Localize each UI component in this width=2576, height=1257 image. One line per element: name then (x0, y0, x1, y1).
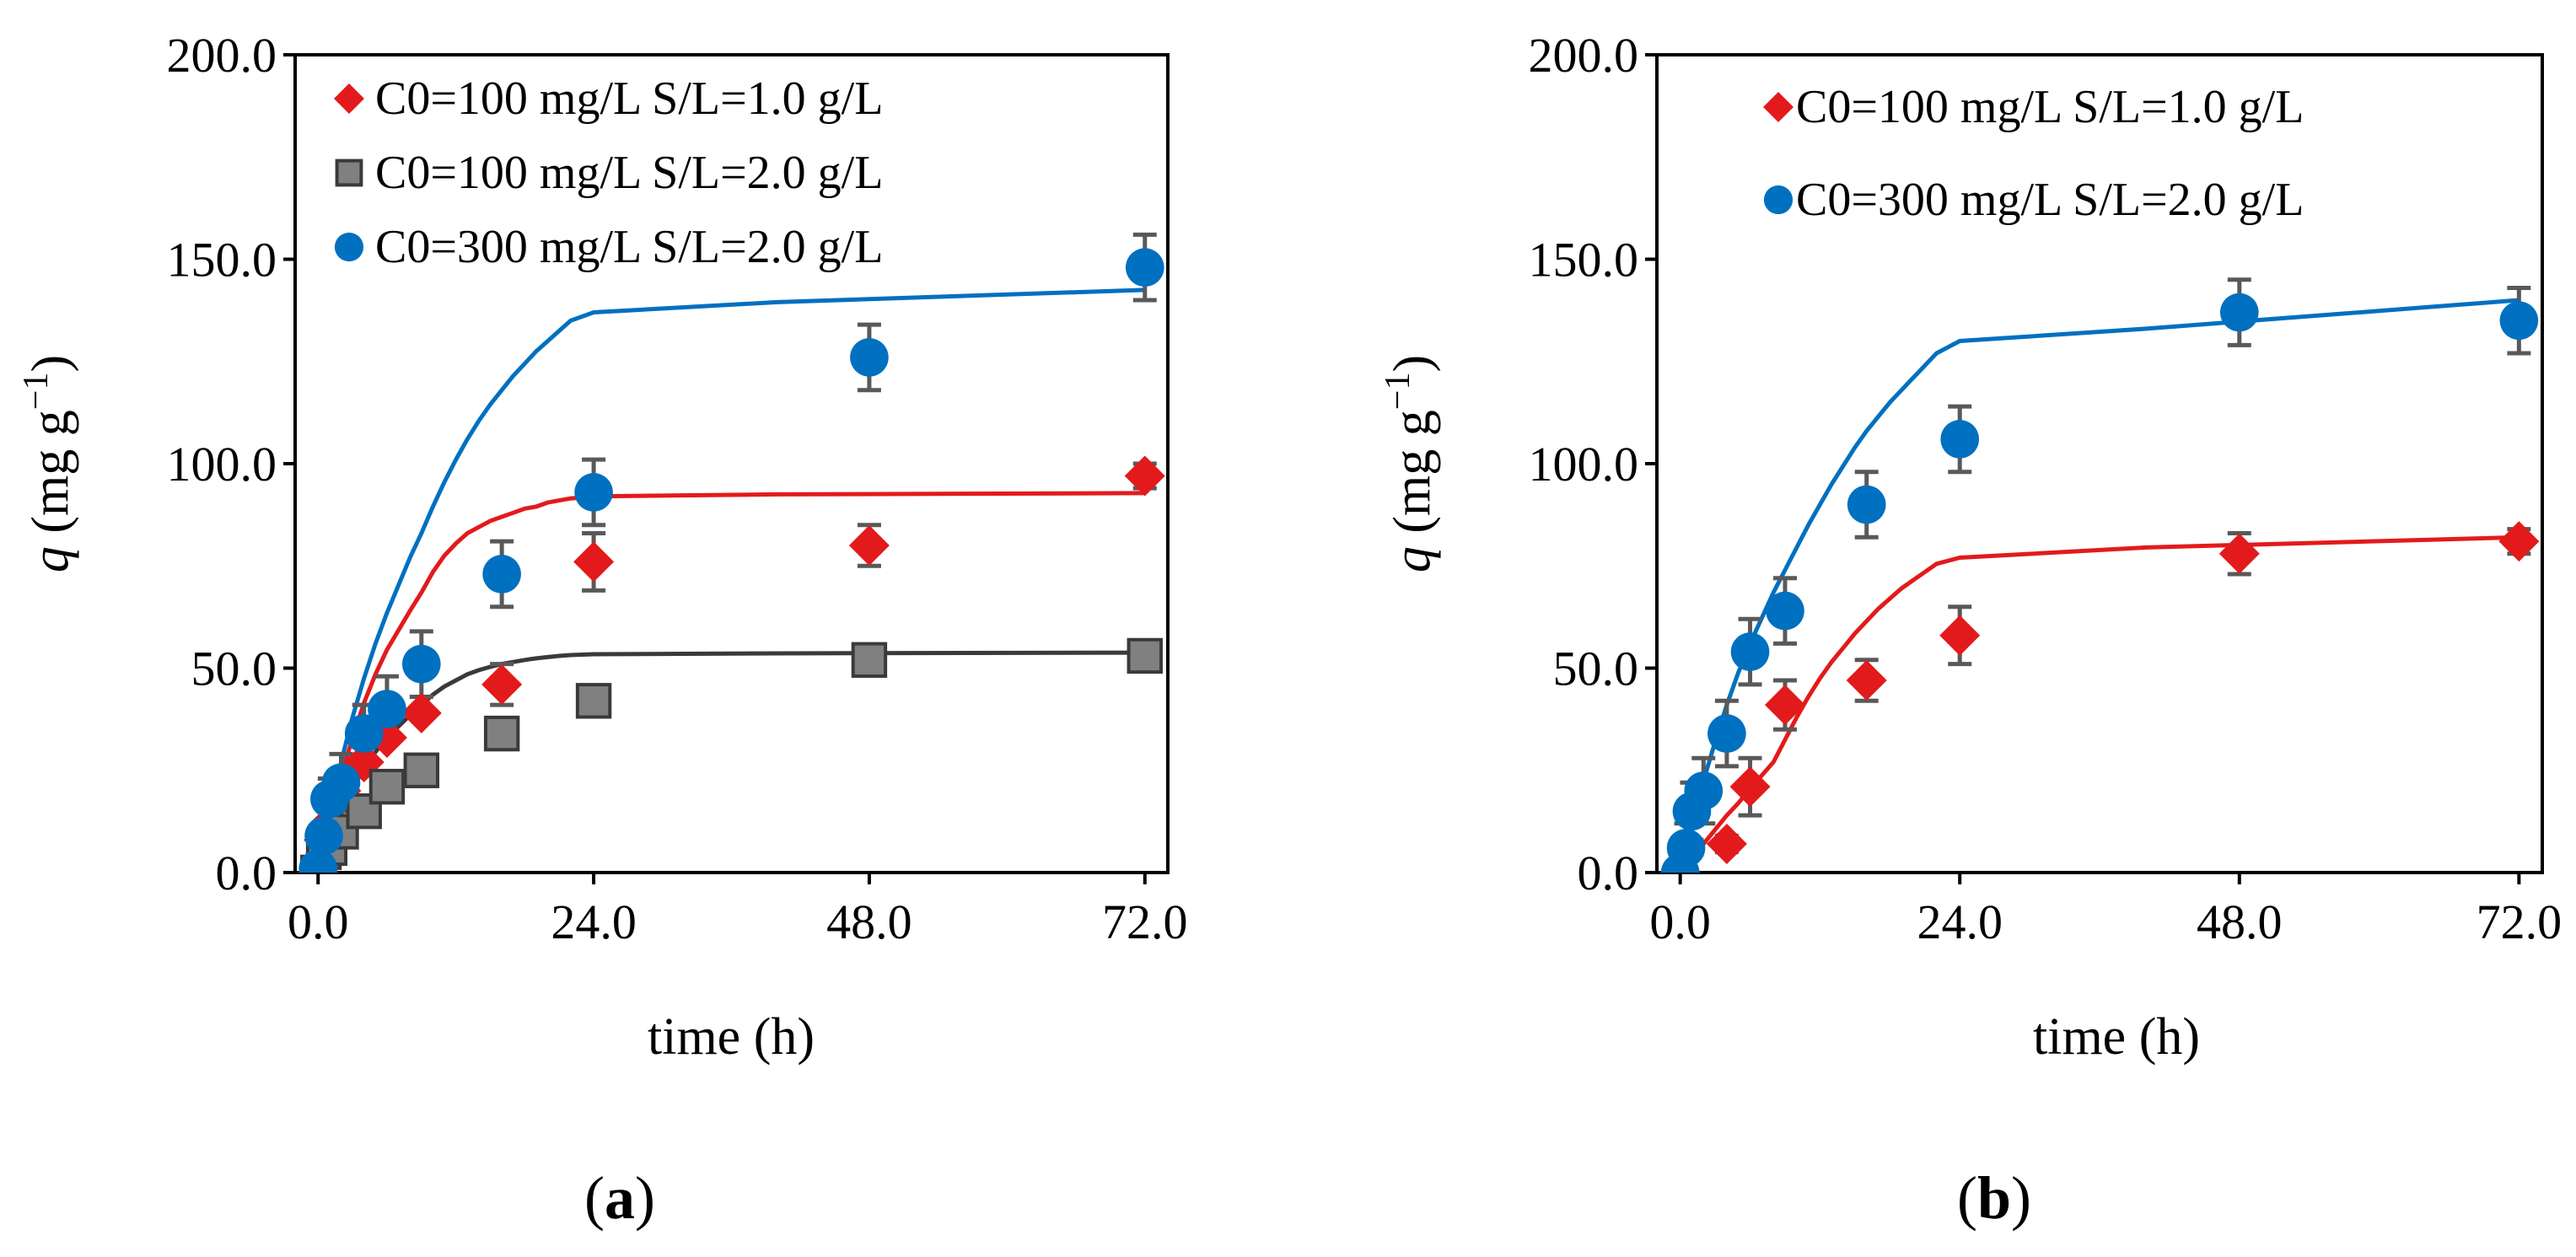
legend: C0=100 mg/L S/L=1.0 g/L C0=300 mg/L S/L=2… (1763, 81, 2304, 226)
data-point (2218, 533, 2260, 574)
panel-label-b: (b) (1957, 1164, 2031, 1232)
data-point (402, 644, 441, 684)
data-point (1729, 766, 1771, 808)
y-tick-label: 100.0 (1529, 437, 1639, 492)
data-point (1127, 637, 1163, 674)
y-tick-label: 50.0 (1553, 642, 1639, 696)
data-point (1706, 824, 1747, 865)
legend: C0=100 mg/L S/L=1.0 g/L C0=100 mg/L S/L=2… (334, 73, 883, 273)
y-tick-label: 200.0 (167, 28, 277, 83)
data-point (368, 768, 406, 805)
x-axis-label: time (h) (648, 1008, 815, 1066)
legend-label: C0=100 mg/L S/L=1.0 g/L (1796, 81, 2304, 133)
data-point (321, 763, 361, 803)
fit-curve (1678, 534, 2520, 873)
data-point (850, 338, 889, 377)
data-point (1766, 591, 1804, 631)
legend-marker (1763, 92, 1794, 122)
legend-marker (334, 232, 364, 262)
fit-curve (1678, 298, 2520, 873)
chart-panel-a: 0.0 50.0 100.0 150.0 200.0 0.0 24.0 48.0 72.0 t… (17, 28, 1188, 1232)
plot-marks (298, 232, 1165, 873)
x-tick-label: 72.0 (2477, 894, 2563, 949)
fit-curve (315, 491, 1145, 873)
data-point (1684, 771, 1724, 810)
chart-panel-b: 0.0 50.0 100.0 150.0 200.0 0.0 24.0 48.0 72.0 t… (1379, 28, 2562, 1232)
y-tick-label: 200.0 (1529, 28, 1639, 83)
data-point (481, 663, 523, 705)
data-point (1124, 455, 1165, 497)
y-tick-label: 0.0 (216, 846, 277, 900)
data-point (401, 692, 442, 733)
plot-marks (1659, 277, 2540, 873)
x-tick-label: 48.0 (2197, 894, 2283, 949)
y-axis-symbol: q (22, 546, 79, 572)
y-tick-label: 100.0 (167, 437, 277, 492)
x-tick-label: 24.0 (1917, 894, 2003, 949)
y-axis-label: q (mg g−1) (1379, 355, 1441, 572)
y-axis-exponent: −1 (17, 373, 56, 411)
data-point (573, 541, 615, 583)
data-point (1940, 420, 1980, 459)
data-point (575, 683, 612, 719)
legend-marker (334, 83, 364, 114)
data-point (2499, 301, 2539, 341)
y-tick-label: 150.0 (167, 233, 277, 287)
x-tick-label: 24.0 (551, 894, 637, 949)
data-point (482, 555, 521, 594)
legend-label: C0=100 mg/L S/L=2.0 g/L (375, 147, 883, 199)
data-point (344, 714, 384, 753)
x-tick-label: 48.0 (826, 894, 912, 949)
y-axis-exponent: −1 (1379, 373, 1417, 411)
fit-curve (315, 287, 1145, 873)
legend-label: C0=100 mg/L S/L=1.0 g/L (375, 73, 883, 125)
legend-label: C0=300 mg/L S/L=2.0 g/L (375, 221, 883, 273)
x-tick-label: 72.0 (1102, 894, 1188, 949)
data-point (2219, 293, 2259, 332)
y-tick-label: 150.0 (1529, 233, 1639, 287)
y-tick-label: 0.0 (1578, 846, 1639, 900)
data-point (1764, 685, 1805, 726)
x-tick-label: 0.0 (1649, 894, 1711, 949)
data-point (1939, 615, 1981, 656)
y-axis-ticks: 0.0 50.0 100.0 150.0 200.0 (167, 28, 295, 900)
data-point (1125, 248, 1164, 287)
x-axis-label: time (h) (2033, 1008, 2200, 1066)
y-axis-units: mg g (1384, 410, 1441, 516)
data-point (1847, 485, 1886, 524)
y-axis-units: mg g (22, 410, 79, 516)
data-point (304, 816, 343, 856)
data-point (851, 642, 888, 678)
panel-label-a: (a) (584, 1164, 655, 1232)
legend-label: C0=300 mg/L S/L=2.0 g/L (1796, 174, 2304, 226)
x-axis-ticks: 0.0 24.0 48.0 72.0 (288, 873, 1188, 949)
data-point (1707, 714, 1746, 753)
x-tick-label: 0.0 (288, 894, 349, 949)
legend-marker (335, 158, 363, 187)
data-point (2498, 521, 2540, 562)
data-point (298, 849, 338, 873)
y-axis-label: q (mg g−1) (17, 355, 79, 572)
x-axis-ticks: 0.0 24.0 48.0 72.0 (1649, 873, 2562, 949)
fit-curve (315, 650, 1145, 873)
data-point (368, 690, 406, 728)
data-point (848, 525, 890, 566)
data-point (1730, 632, 1770, 671)
data-point (1666, 829, 1706, 868)
y-tick-label: 50.0 (191, 642, 277, 696)
data-point (483, 715, 520, 752)
y-axis-ticks: 0.0 50.0 100.0 150.0 200.0 (1529, 28, 1657, 900)
legend-marker (1763, 185, 1794, 215)
data-point (574, 473, 613, 512)
y-axis-symbol: q (1384, 546, 1441, 572)
data-point (1846, 660, 1887, 701)
data-point (403, 752, 440, 788)
